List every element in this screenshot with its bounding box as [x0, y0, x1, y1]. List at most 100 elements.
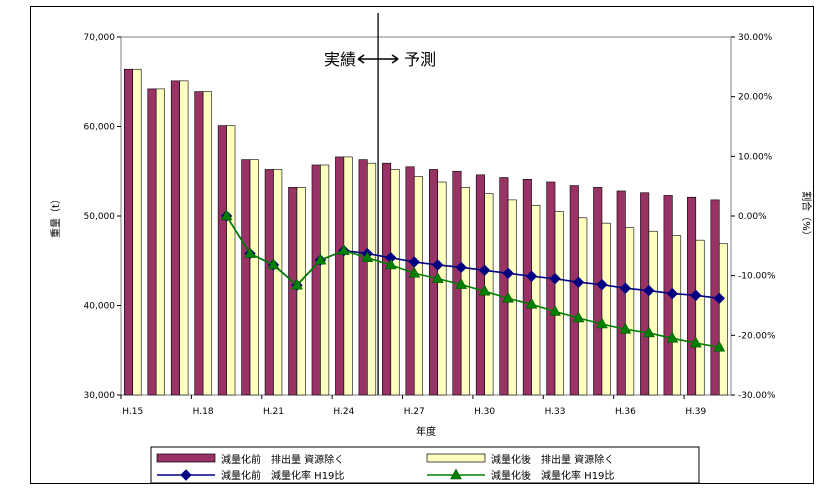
- right-tick-label: 0.00%: [738, 212, 767, 222]
- bar: [241, 159, 251, 396]
- bar: [367, 162, 377, 396]
- left-tick-label: 40,000: [84, 302, 116, 312]
- left-tick-label: 50,000: [84, 212, 116, 222]
- legend: [150, 446, 700, 484]
- line-point: [666, 331, 679, 343]
- chart-frame: 30,000 40,000 50,000 60,000 70,000 -30.00% -20…: [30, 6, 814, 484]
- bar: [264, 169, 274, 396]
- line-point: [244, 247, 256, 258]
- bar: [194, 91, 204, 396]
- bar: [672, 235, 682, 396]
- legend-label: 減量化前 減量化率 H19比: [221, 469, 344, 482]
- x-tick-label: H.30: [474, 407, 495, 417]
- line-point: [596, 317, 608, 329]
- left-tick-label: 30,000: [84, 391, 116, 401]
- right-axis-label: 割合（%）: [800, 191, 813, 241]
- bar: [358, 159, 368, 396]
- bar: [601, 222, 611, 396]
- bar: [390, 169, 400, 396]
- legend-label: 減量化前 排出量 資源除く: [221, 453, 344, 466]
- plot-area: [120, 36, 732, 396]
- bar: [155, 88, 165, 396]
- left-axis-label: 重量（t）: [49, 194, 62, 238]
- legend-swatch: [426, 453, 486, 463]
- left-tick-label: 70,000: [84, 33, 116, 43]
- bar: [695, 239, 705, 396]
- bar: [123, 68, 134, 396]
- bar: [249, 159, 259, 396]
- line-point: [431, 272, 444, 283]
- bar: [460, 187, 470, 396]
- line-point: [549, 272, 561, 285]
- bar: [569, 185, 579, 396]
- bar: [648, 230, 658, 396]
- bar: [296, 187, 306, 396]
- bar: [170, 80, 180, 396]
- combo-chart: 30,000 40,000 50,000 60,000 70,000 -30.00% -20…: [49, 13, 813, 484]
- line-point: [408, 266, 421, 278]
- bar: [475, 174, 485, 396]
- line-point: [643, 284, 655, 297]
- right-tick-label: 30.00%: [738, 33, 773, 43]
- left-tick-label: 60,000: [84, 123, 116, 133]
- right-tick-label: 20.00%: [738, 93, 773, 103]
- line-point: [619, 282, 632, 294]
- x-tick-label: H.21: [263, 407, 284, 417]
- x-tick-label: H.36: [615, 407, 636, 417]
- bar: [578, 217, 588, 396]
- bar: [132, 68, 142, 396]
- line-point: [314, 253, 327, 265]
- line-point: [619, 322, 632, 334]
- bar: [288, 187, 298, 396]
- line-point: [572, 311, 585, 323]
- line-point: [596, 278, 608, 291]
- bar: [437, 181, 447, 396]
- bar: [343, 156, 353, 396]
- line-point: [525, 297, 538, 309]
- line-point: [432, 259, 444, 271]
- legend-swatch: [156, 453, 216, 463]
- legend-label: 減量化後 減量化率 H19比: [491, 469, 614, 482]
- line-point: [450, 468, 462, 480]
- x-tick-label: H.24: [333, 407, 354, 417]
- bar: [405, 166, 415, 396]
- line-point: [384, 258, 397, 270]
- bar: [320, 164, 330, 396]
- right-tick-label: -20.00%: [738, 331, 776, 341]
- line-point: [642, 326, 655, 338]
- bar: [147, 88, 157, 396]
- line-point: [291, 278, 303, 290]
- bar: [718, 243, 729, 396]
- line-point: [455, 261, 467, 274]
- line-point: [455, 278, 468, 289]
- bar: [616, 190, 626, 396]
- line-point: [525, 270, 538, 282]
- bar: [625, 227, 635, 396]
- x-tick-label: H.39: [685, 407, 706, 417]
- bar: [179, 80, 189, 396]
- x-tick-label: H.33: [545, 407, 566, 417]
- bar: [335, 156, 345, 396]
- annotation-forecast: 予測: [404, 50, 436, 69]
- line-point: [220, 209, 233, 221]
- line-point: [337, 244, 350, 255]
- bar: [546, 181, 556, 396]
- x-axis-label: 年度: [416, 425, 436, 438]
- right-tick-label: -30.00%: [738, 391, 776, 401]
- bar: [202, 91, 212, 396]
- bar: [522, 179, 532, 396]
- series-line: [225, 215, 720, 349]
- bar: [554, 211, 564, 396]
- line-point: [690, 289, 702, 302]
- line-point: [666, 287, 679, 300]
- x-tick-label: H.18: [193, 407, 214, 417]
- x-tick-label: H.15: [122, 407, 143, 417]
- line-point: [502, 291, 515, 303]
- line-point: [572, 276, 585, 288]
- annotation-actual: 実績: [324, 50, 356, 69]
- line-point: [549, 304, 561, 316]
- right-tick-label: 10.00%: [738, 152, 773, 162]
- bar: [499, 177, 509, 396]
- bar: [273, 169, 283, 396]
- bar: [226, 125, 236, 396]
